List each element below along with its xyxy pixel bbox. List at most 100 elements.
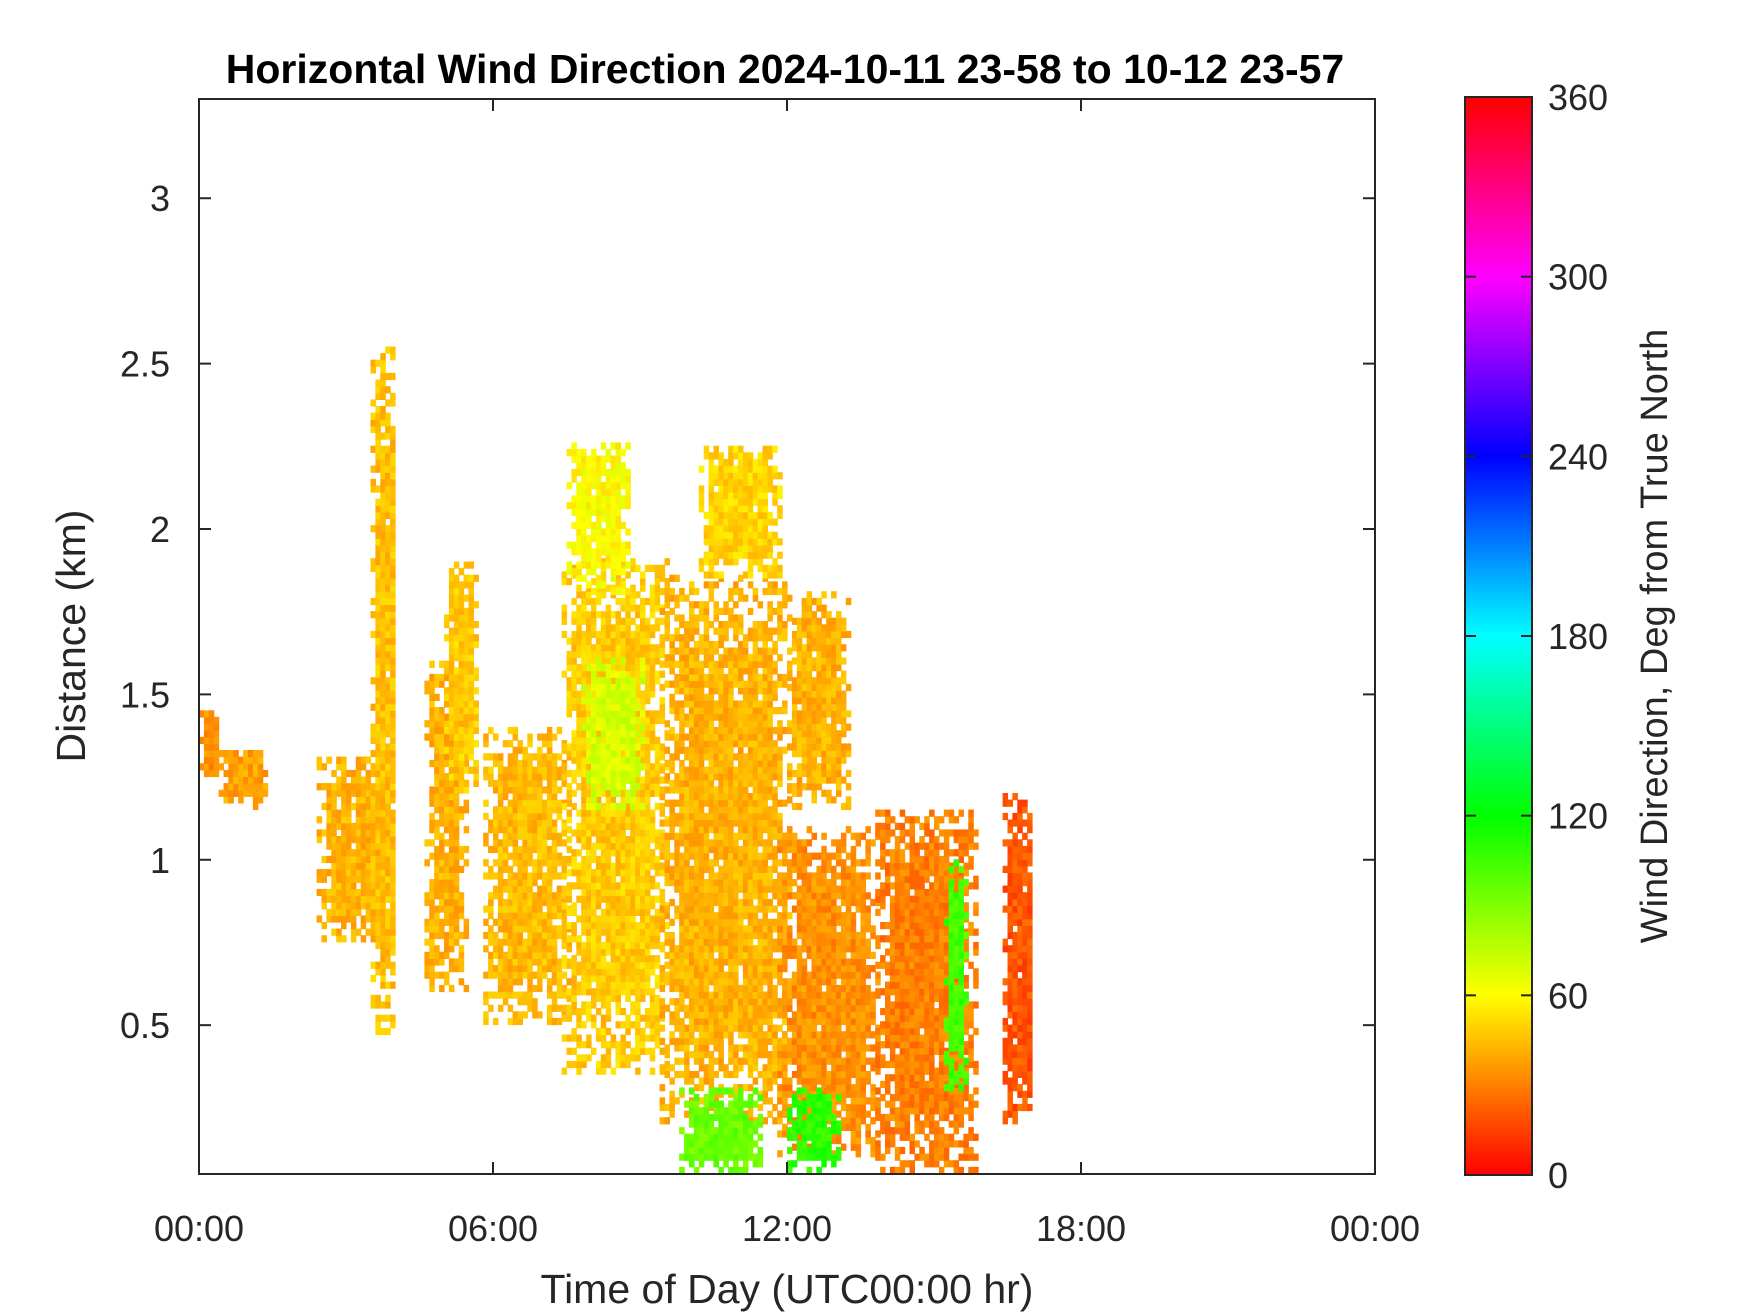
heatmap-cell	[703, 793, 710, 801]
heatmap-cell	[762, 1064, 768, 1072]
heatmap-cell	[571, 855, 577, 864]
heatmap-cell	[733, 707, 739, 715]
heatmap-cell	[439, 859, 445, 867]
heatmap-cell	[615, 1054, 621, 1062]
heatmap-cell	[453, 925, 460, 933]
heatmap-cell	[610, 928, 617, 936]
heatmap-cell	[635, 1001, 641, 1009]
heatmap-cell	[600, 829, 607, 837]
heatmap-cell	[630, 1001, 636, 1009]
heatmap-cell	[630, 855, 636, 864]
heatmap-cell	[728, 905, 734, 913]
heatmap-cell	[586, 535, 592, 543]
heatmap-cell	[576, 664, 582, 672]
heatmap-cell	[331, 816, 337, 824]
heatmap-cell	[733, 587, 739, 596]
heatmap-cell	[522, 812, 528, 821]
heatmap-cell	[728, 753, 734, 761]
heatmap-cell	[610, 637, 617, 645]
heatmap-cell	[757, 786, 764, 794]
heatmap-cell	[615, 822, 621, 830]
heatmap-cell	[649, 809, 656, 817]
heatmap-cell	[497, 905, 504, 913]
heatmap-cell	[752, 660, 759, 668]
heatmap-cell	[693, 845, 700, 854]
heatmap-cell	[654, 736, 661, 744]
heatmap-cell	[380, 472, 386, 480]
heatmap-cell	[728, 958, 734, 966]
heatmap-cell	[591, 597, 597, 606]
heatmap-cell	[448, 693, 455, 701]
heatmap-cell	[625, 683, 631, 692]
heatmap-cell	[757, 634, 764, 642]
heatmap-cell	[723, 766, 729, 774]
heatmap-cell	[600, 677, 607, 685]
heatmap-cell	[458, 733, 465, 741]
heatmap-cell	[380, 690, 386, 698]
heatmap-cell	[537, 938, 543, 946]
heatmap-cell	[693, 859, 700, 867]
heatmap-cell	[522, 746, 528, 754]
heatmap-cell	[664, 879, 670, 887]
heatmap-cell	[532, 819, 538, 827]
heatmap-cell	[346, 915, 352, 923]
heatmap-cell	[586, 548, 592, 556]
heatmap-cell	[625, 664, 631, 672]
heatmap-cell	[703, 660, 710, 668]
heatmap-cell	[752, 587, 759, 596]
heatmap-cell	[375, 531, 381, 539]
heatmap-cell	[595, 869, 602, 877]
heatmap-cell	[561, 984, 568, 993]
heatmap-cell	[390, 425, 396, 434]
heatmap-cell	[458, 945, 465, 953]
heatmap-cell	[385, 591, 391, 599]
heatmap-cell	[576, 981, 582, 989]
heatmap-cell	[708, 859, 715, 867]
heatmap-cell	[635, 855, 641, 864]
heatmap-cell	[341, 836, 347, 844]
heatmap-cell	[355, 796, 362, 804]
heatmap-cell	[738, 799, 744, 807]
heatmap-cell	[615, 462, 621, 470]
heatmap-cell	[571, 630, 577, 639]
heatmap-cell	[385, 888, 391, 897]
heatmap-cell	[576, 882, 582, 890]
heatmap-cell	[370, 769, 376, 778]
heatmap-cell	[591, 842, 597, 850]
heatmap-cell	[595, 1008, 602, 1016]
heatmap-cell	[605, 541, 612, 549]
heatmap-cell	[718, 773, 724, 781]
heatmap-cell	[595, 1034, 602, 1042]
heatmap-cell	[635, 763, 641, 771]
heatmap-cell	[659, 587, 666, 596]
heatmap-cell	[620, 581, 626, 589]
heatmap-cell	[551, 786, 558, 794]
heatmap-cell	[375, 763, 381, 771]
heatmap-cell	[703, 865, 710, 873]
heatmap-cell	[615, 895, 621, 903]
heatmap-cell	[625, 941, 631, 950]
heatmap-cell	[341, 816, 347, 824]
heatmap-cell	[542, 898, 548, 907]
heatmap-cell	[742, 879, 749, 887]
heatmap-cell	[473, 726, 479, 735]
heatmap-cell	[718, 746, 724, 754]
heatmap-cell	[605, 961, 612, 969]
heatmap-cell	[610, 495, 617, 503]
heatmap-cell	[684, 958, 690, 966]
heatmap-cell	[762, 766, 768, 774]
heatmap-cell	[571, 750, 577, 758]
heatmap-cell	[674, 746, 680, 754]
heatmap-cell	[752, 786, 759, 794]
heatmap-cell	[463, 673, 470, 682]
heatmap-cell	[439, 958, 445, 966]
heatmap-cell	[757, 971, 764, 979]
heatmap-cell	[698, 998, 705, 1006]
heatmap-cell	[615, 981, 621, 989]
heatmap-cell	[380, 875, 386, 883]
heatmap-cell	[576, 836, 582, 844]
heatmap-cell	[669, 918, 675, 926]
heatmap-cell	[630, 730, 636, 738]
heatmap-cell	[591, 690, 597, 698]
heatmap-cell	[605, 1047, 612, 1055]
